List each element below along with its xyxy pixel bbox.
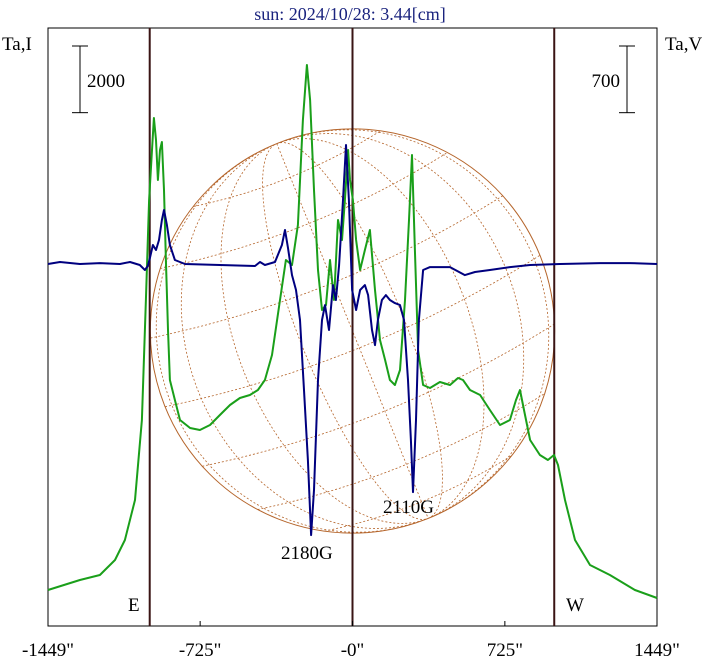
x-tick-label: 1449" (634, 640, 680, 661)
annotation: 2110G (383, 497, 434, 518)
y2-axis-label: Ta,V (665, 34, 702, 55)
annotation: E (128, 595, 140, 616)
chart-title: sun: 2024/10/28: 3.44[cm] (254, 4, 446, 24)
y-axis-label: Ta,I (2, 34, 32, 55)
x-tick-label: -1449" (22, 640, 74, 661)
scale-bar-label: 700 (592, 71, 621, 92)
scale-bar-label: 2000 (87, 71, 125, 92)
latitude-line (324, 455, 513, 532)
series-line (47, 144, 658, 537)
series-line (47, 64, 658, 599)
x-tick-label: -0" (341, 640, 365, 661)
x-tick-label: -725" (179, 640, 222, 661)
x-tick-label: 725" (487, 640, 523, 661)
longitude-line (220, 138, 485, 524)
latitude-line (193, 130, 381, 207)
annotation: W (566, 595, 584, 616)
central-meridian (276, 143, 429, 519)
latitude-line (257, 393, 545, 510)
annotation: 2180G (281, 543, 333, 564)
latitude-line (160, 152, 448, 269)
